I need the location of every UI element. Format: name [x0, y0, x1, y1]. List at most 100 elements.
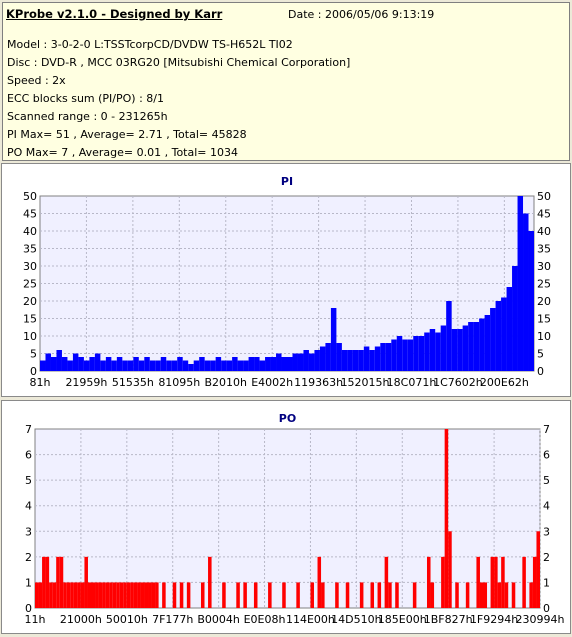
data-bar: [112, 582, 117, 608]
data-bar: [243, 582, 247, 608]
data-bar: [42, 556, 46, 608]
x-tick-label: 21000h: [60, 613, 102, 626]
y-tick-label-right: 0: [543, 602, 550, 615]
y-tick-label-right: 4: [543, 500, 550, 513]
data-bar: [166, 360, 172, 371]
data-bar: [412, 582, 417, 608]
x-tick-label: B2010h: [204, 376, 247, 389]
y-tick-label-right: 35: [537, 243, 551, 256]
data-bar: [259, 360, 266, 371]
y-tick-label-left: 45: [23, 208, 37, 221]
y-tick-label-left: 6: [25, 449, 32, 462]
data-bar: [370, 582, 375, 608]
data-bar: [35, 582, 39, 608]
data-bar: [314, 350, 320, 371]
data-bar: [297, 353, 304, 371]
y-tick-label-left: 25: [23, 278, 37, 291]
data-bar: [385, 343, 392, 371]
data-bar: [407, 339, 414, 371]
x-tick-label: 50010h: [106, 613, 148, 626]
y-tick-label-left: 1: [25, 576, 32, 589]
y-tick-label-right: 30: [537, 260, 551, 273]
data-bar: [237, 360, 244, 371]
data-bar: [123, 582, 127, 608]
data-bar: [446, 301, 452, 371]
data-bar: [98, 582, 103, 608]
data-bar: [171, 360, 178, 371]
data-bar: [215, 357, 222, 371]
data-bar: [377, 582, 382, 608]
data-bar: [413, 336, 419, 371]
data-bar: [210, 360, 216, 371]
data-bar: [61, 357, 68, 371]
data-bar: [497, 582, 502, 608]
y-tick-label-right: 3: [543, 525, 550, 538]
data-bar: [56, 556, 60, 608]
data-bar: [232, 357, 238, 371]
y-tick-label-left: 30: [23, 260, 37, 273]
y-tick-label-left: 50: [23, 190, 37, 203]
data-bar: [444, 429, 449, 608]
data-bar: [511, 582, 516, 608]
x-tick-label: 114E00h: [286, 613, 335, 626]
data-bar: [391, 339, 397, 371]
data-bar: [221, 360, 227, 371]
x-tick-label: 7F177h: [152, 613, 193, 626]
x-tick-label: 152015h: [341, 376, 390, 389]
data-bar: [359, 582, 364, 608]
data-bar: [172, 582, 177, 608]
scan-speed: Speed : 2x: [7, 74, 66, 87]
data-bar: [347, 350, 353, 371]
x-tick-label: 185E00h: [378, 613, 427, 626]
data-bar: [52, 582, 57, 608]
data-bar: [149, 360, 156, 371]
data-bar: [325, 343, 331, 371]
data-bar: [111, 360, 117, 371]
data-bar: [72, 353, 79, 371]
data-bar: [287, 357, 293, 371]
data-bar: [160, 357, 167, 371]
data-bar: [317, 556, 322, 608]
y-tick-label-right: 0: [537, 365, 544, 378]
data-bar: [254, 357, 260, 371]
y-tick-label-right: 40: [537, 225, 551, 238]
data-bar: [77, 582, 81, 608]
data-bar: [330, 308, 337, 371]
data-bar: [528, 231, 534, 371]
x-tick-label: 1BF827h: [424, 613, 473, 626]
data-bar: [310, 582, 314, 608]
data-bar: [73, 582, 78, 608]
data-bar: [127, 360, 134, 371]
data-bar: [384, 556, 389, 608]
data-bar: [476, 556, 480, 608]
y-tick-label-right: 20: [537, 295, 551, 308]
data-bar: [226, 360, 233, 371]
plot-area: [34, 428, 541, 609]
data-bar: [358, 350, 364, 371]
x-tick-label: 18C071h: [387, 376, 437, 389]
data-bar: [122, 360, 128, 371]
data-bar: [45, 353, 51, 371]
data-bar: [402, 339, 408, 371]
x-tick-label: B0004h: [197, 613, 240, 626]
data-bar: [102, 582, 106, 608]
data-bar: [222, 582, 226, 608]
data-bar: [87, 582, 92, 608]
x-tick-label: 21959h: [65, 376, 107, 389]
po-summary: PO Max= 7 , Average= 0.01 , Total= 1034: [7, 146, 238, 159]
data-bar: [148, 582, 152, 608]
y-tick-label-right: 5: [537, 348, 544, 361]
data-bar: [186, 582, 191, 608]
data-bar: [363, 346, 370, 371]
data-bar: [188, 364, 194, 371]
data-bar: [308, 353, 315, 371]
data-bar: [352, 350, 359, 371]
data-bar: [303, 350, 309, 371]
y-tick-label-left: 0: [25, 602, 32, 615]
data-bar: [282, 582, 286, 608]
data-bar: [465, 582, 470, 608]
data-bar: [109, 582, 113, 608]
data-bar: [292, 353, 298, 371]
x-tick-label: 200E62h: [480, 376, 529, 389]
disc-info: Disc : DVD-R , MCC 03RG20 [Mitsubishi Ch…: [7, 56, 351, 69]
